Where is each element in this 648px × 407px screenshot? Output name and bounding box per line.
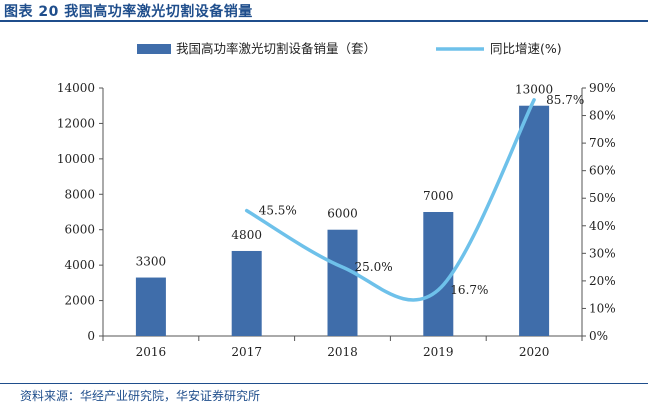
left-tick-label: 8000: [64, 187, 95, 201]
bar-data-label: 13000: [515, 83, 553, 97]
right-tick-label: 60%: [589, 164, 616, 178]
growth-line: [244, 98, 536, 302]
bar: [519, 105, 550, 336]
bar: [423, 212, 454, 336]
line-data-label: 25.0%: [355, 260, 393, 274]
right-tick-label: 20%: [589, 274, 616, 288]
line-data-label: 16.7%: [450, 283, 488, 297]
right-tick-label: 50%: [589, 191, 616, 205]
bar-data-label: 4800: [231, 228, 262, 242]
x-tick-label: 2020: [519, 345, 550, 359]
left-tick-label: 4000: [64, 258, 95, 272]
axes: 0 2000 4000 6000 8000 10000 12000 14000 0% 10% 20%…: [57, 81, 616, 359]
bar-series: [135, 105, 550, 336]
x-tick-label: 2019: [423, 345, 454, 359]
line-data-label: 85.7%: [546, 93, 584, 107]
legend-bar-swatch: [137, 44, 171, 54]
title-divider: [0, 20, 648, 22]
legend: 我国高功率激光切割设备销量（套） 同比增速(%): [137, 41, 562, 56]
left-tick-label: 0: [87, 329, 95, 343]
source-note: 资料来源：华经产业研究院，华安证券研究所: [20, 389, 261, 403]
figure-title: 图表 20 我国高功率激光切割设备销量: [4, 4, 253, 20]
bar-data-label: 7000: [423, 189, 454, 203]
line-data-label: 45.5%: [259, 204, 297, 218]
x-tick-label: 2018: [327, 345, 358, 359]
bar: [231, 250, 262, 336]
left-tick-label: 14000: [57, 81, 95, 95]
right-tick-label: 90%: [589, 81, 616, 95]
right-tick-label: 40%: [589, 219, 616, 233]
bar-data-label: 6000: [327, 207, 358, 221]
right-tick-label: 30%: [589, 246, 616, 260]
left-tick-label: 6000: [64, 223, 95, 237]
bar: [135, 277, 166, 336]
right-tick-label: 70%: [589, 136, 616, 150]
right-tick-label: 0%: [589, 329, 608, 343]
source-divider: [0, 383, 648, 384]
data-labels: 3300 4800 6000 7000 13000 45.5% 25.0% 16.7% 85.7…: [136, 83, 585, 297]
bar-data-label: 3300: [136, 255, 167, 269]
left-tick-label: 10000: [57, 152, 95, 166]
left-tick-label: 2000: [64, 294, 95, 308]
legend-line-label: 同比增速(%): [490, 41, 562, 56]
bar: [327, 229, 358, 336]
right-tick-label: 10%: [589, 301, 616, 315]
right-tick-label: 80%: [589, 109, 616, 123]
line-series: [244, 98, 536, 302]
x-tick-label: 2017: [231, 345, 262, 359]
bar-line-chart: 我国高功率激光切割设备销量（套） 同比增速(%) 0 2000 4000 6000 800…: [57, 41, 616, 359]
x-tick-label: 2016: [136, 345, 167, 359]
left-tick-label: 12000: [57, 116, 95, 130]
legend-bar-label: 我国高功率激光切割设备销量（套）: [176, 41, 376, 56]
